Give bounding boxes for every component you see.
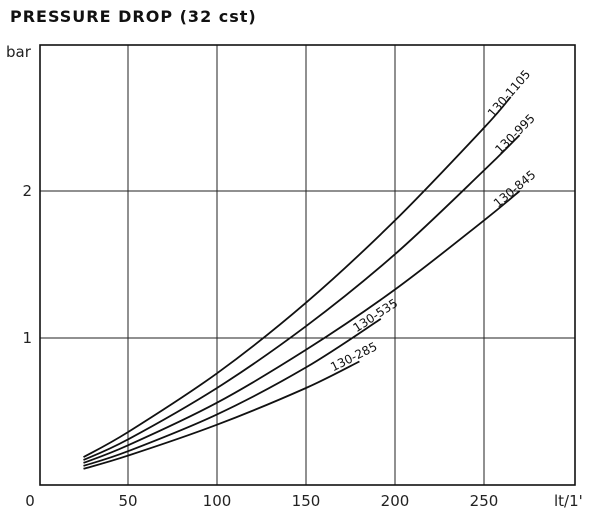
x-tick-label: 150 [292,492,321,510]
x-tick-label: 0 [25,492,35,510]
series-curve-130-535 [83,318,382,467]
plot-frame [39,44,576,486]
series-curve-130-285 [83,360,360,470]
series-curves [83,96,521,470]
series-curve-130-995 [83,134,521,461]
series-label-130-995: 130-995 [492,111,537,156]
x-tick-label: 50 [118,492,137,510]
tick-labels: 0 50 100 150 200 250 1 2 [22,182,498,510]
y-tick-label: 2 [22,182,32,200]
series-label-130-285: 130-285 [328,339,379,374]
x-tick-label: 100 [203,492,232,510]
x-tick-label: 200 [381,492,410,510]
series-curve-130-845 [83,190,521,464]
y-axis-unit-label: bar [6,43,32,61]
y-tick-label: 1 [22,329,32,347]
grid-lines [40,45,575,485]
series-curve-130-1105 [83,96,512,458]
x-tick-label: 250 [470,492,499,510]
x-axis-unit-label: lt/1' [554,492,583,510]
series-label-130-845: 130-845 [491,168,539,211]
chart-title: PRESSURE DROP (32 cst) [10,7,257,26]
